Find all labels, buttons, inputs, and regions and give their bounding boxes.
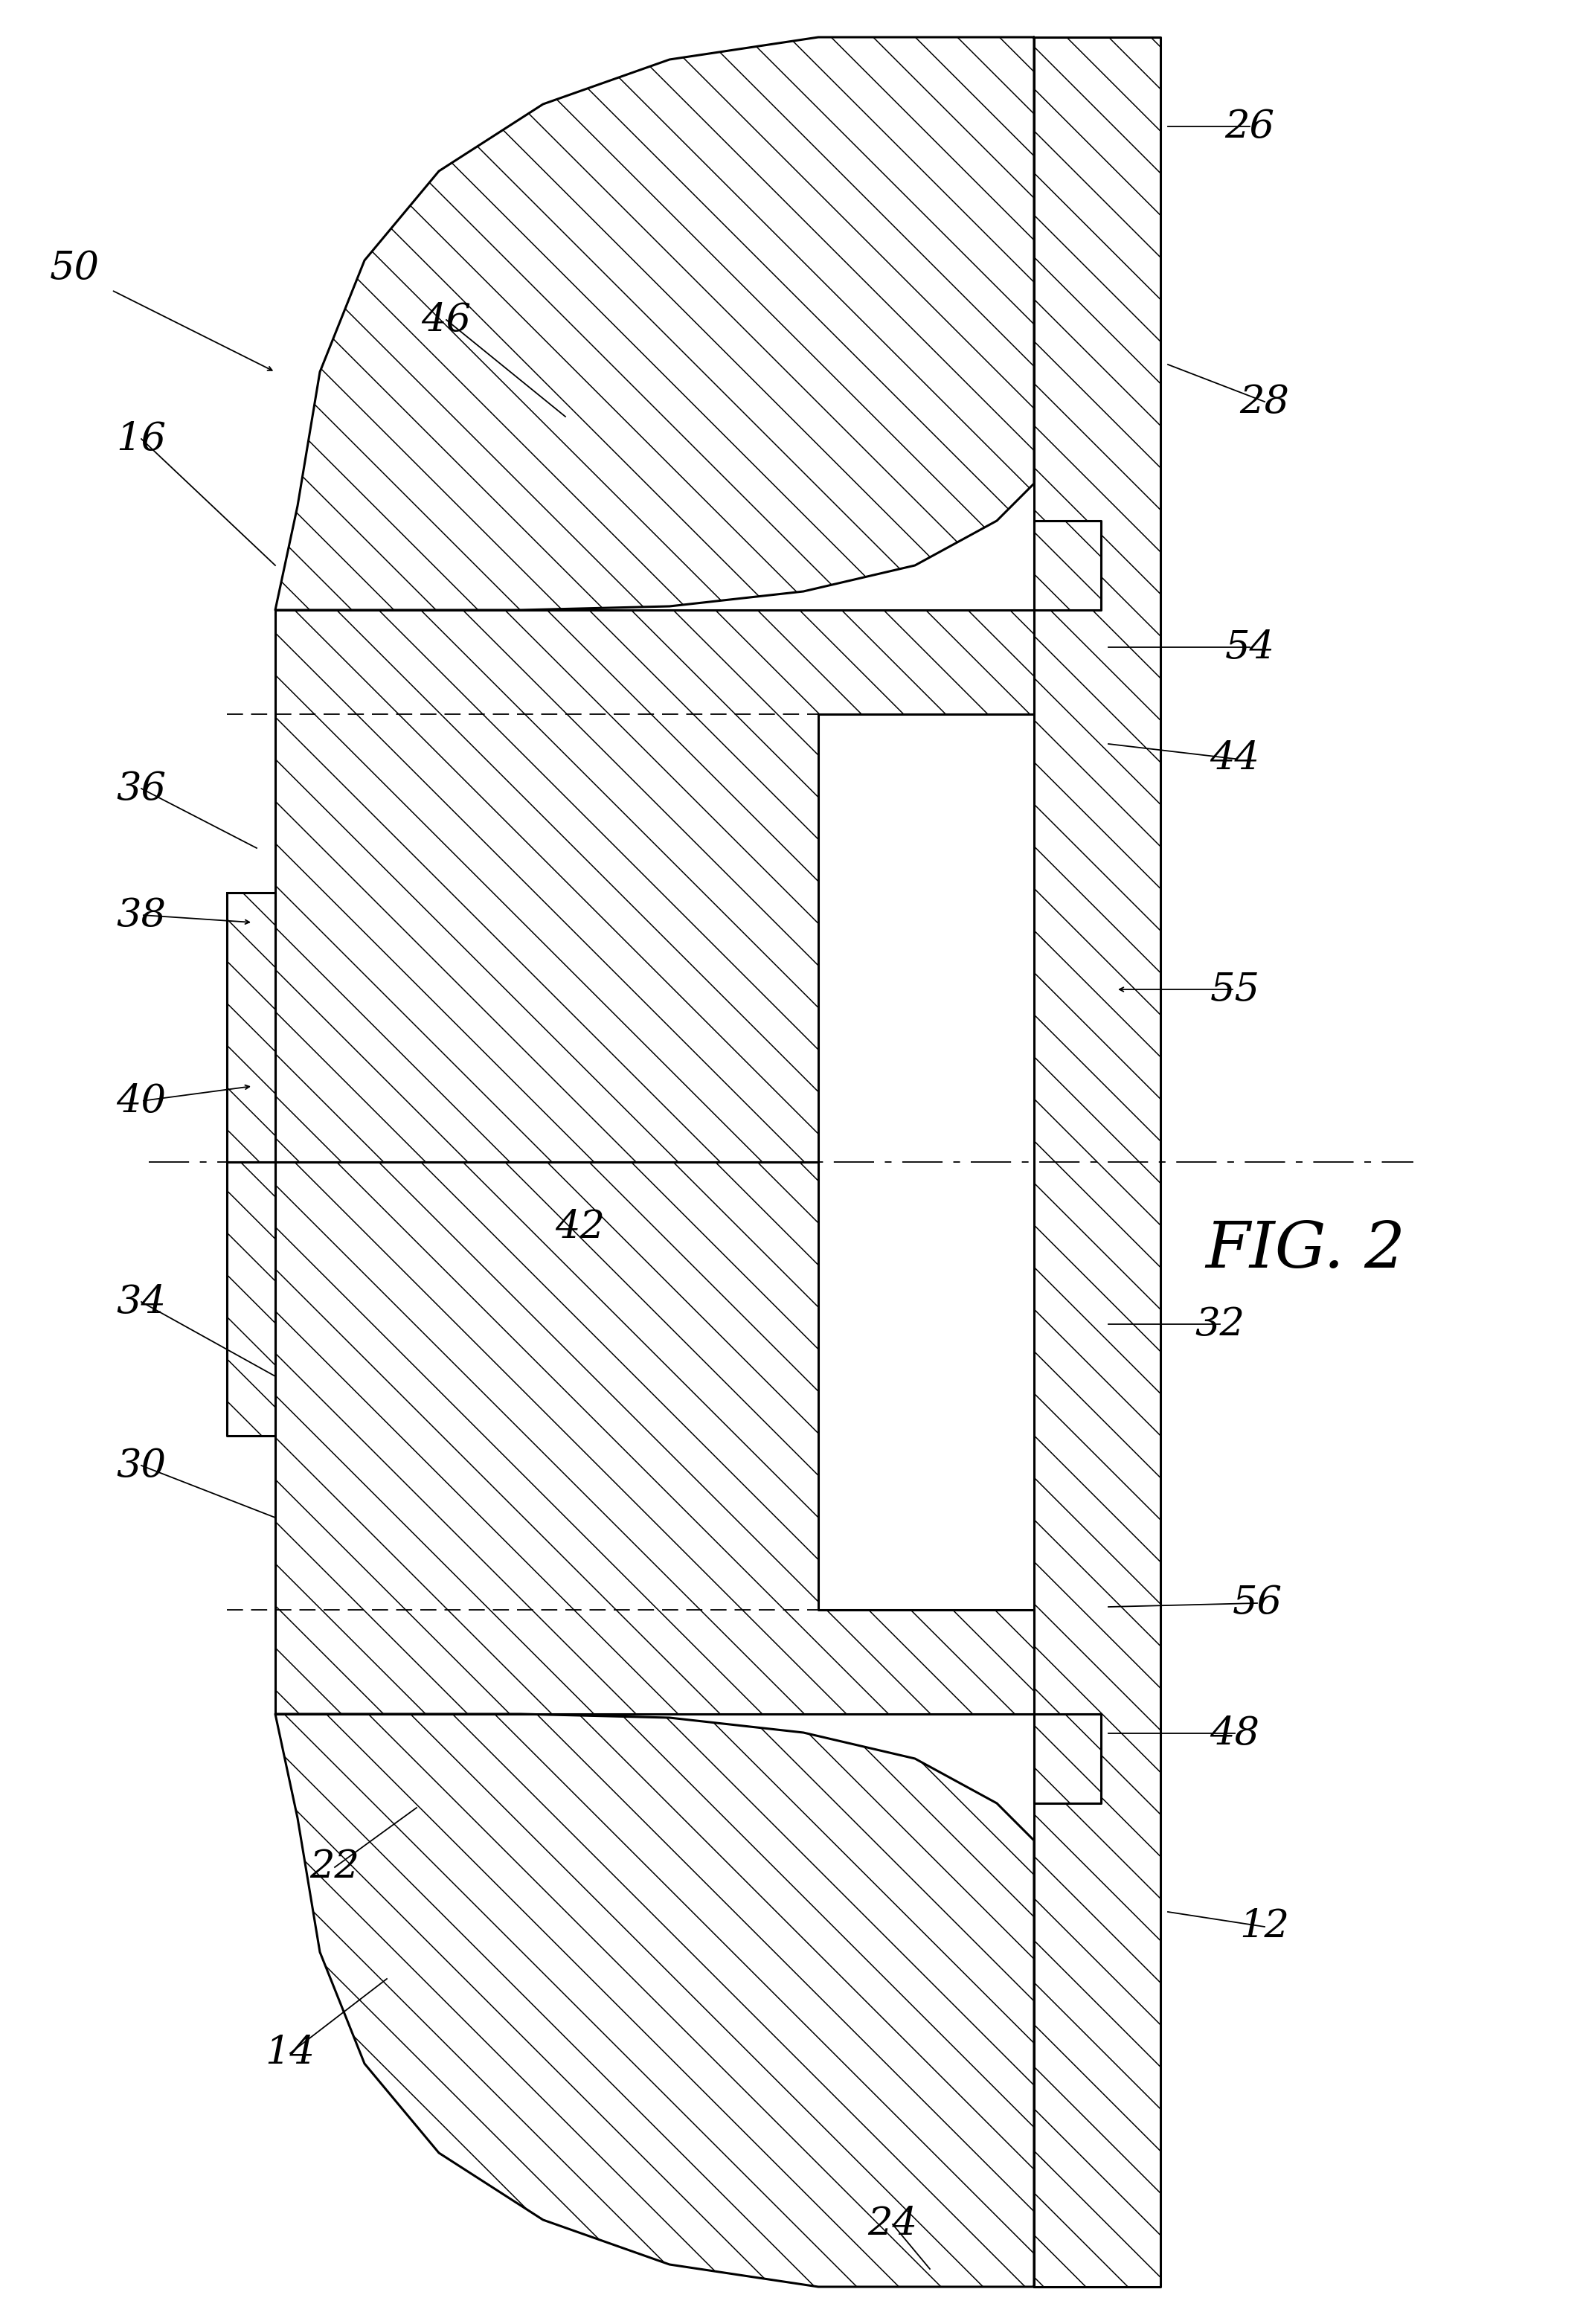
Text: 34: 34 [117, 1283, 166, 1320]
Text: 12: 12 [1239, 1908, 1290, 1945]
Polygon shape [275, 1162, 1034, 1715]
Text: 24: 24 [867, 2205, 918, 2243]
Polygon shape [275, 37, 1034, 609]
Text: 55: 55 [1209, 971, 1260, 1009]
Text: 32: 32 [1195, 1306, 1244, 1343]
Text: 44: 44 [1209, 739, 1260, 779]
Text: 38: 38 [117, 897, 166, 934]
Polygon shape [1034, 521, 1100, 609]
Text: 14: 14 [266, 2033, 315, 2073]
Polygon shape [1034, 1715, 1100, 1803]
Text: 54: 54 [1225, 627, 1274, 667]
Polygon shape [226, 892, 275, 1162]
Text: 36: 36 [117, 769, 166, 806]
Text: 56: 56 [1232, 1585, 1282, 1622]
Text: 42: 42 [556, 1208, 605, 1246]
Polygon shape [1034, 37, 1160, 2287]
Text: 28: 28 [1239, 383, 1290, 421]
Text: 48: 48 [1209, 1715, 1260, 1752]
Text: 50: 50 [49, 249, 100, 286]
Text: 22: 22 [310, 1848, 359, 1887]
Text: 30: 30 [117, 1446, 166, 1485]
Text: 16: 16 [117, 421, 166, 458]
Text: 46: 46 [421, 300, 472, 339]
Polygon shape [275, 1715, 1034, 2287]
Text: 26: 26 [1225, 107, 1274, 146]
Polygon shape [226, 1162, 275, 1436]
Polygon shape [275, 609, 1034, 1162]
Text: 40: 40 [117, 1083, 166, 1120]
Text: FIG. 2: FIG. 2 [1205, 1220, 1406, 1281]
